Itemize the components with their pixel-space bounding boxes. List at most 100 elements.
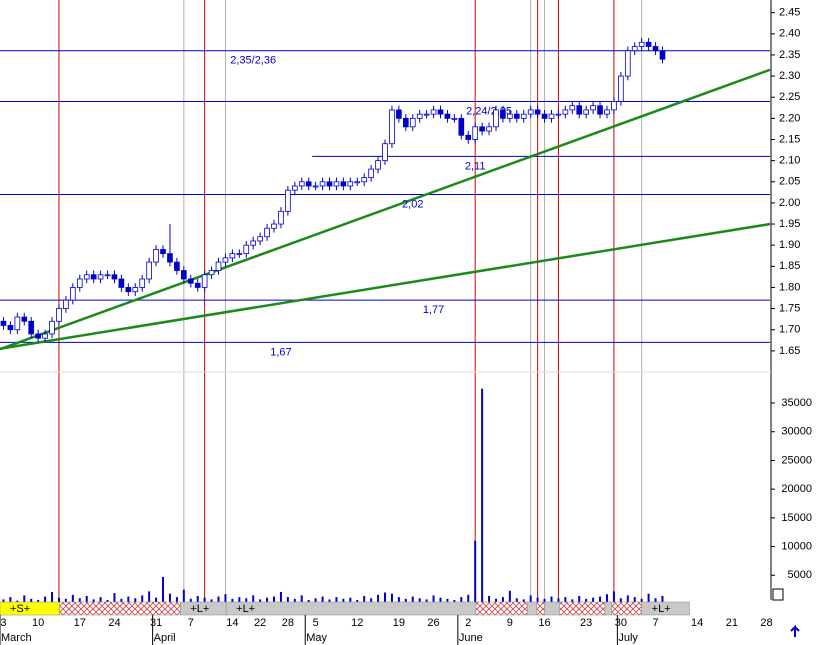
volume-bar — [536, 597, 539, 604]
candle-body — [83, 274, 90, 280]
candle-body — [402, 117, 409, 128]
x-tick-label: 26 — [427, 617, 439, 629]
volume-bar — [578, 595, 581, 604]
x-tick-label: 22 — [254, 617, 266, 629]
candle-body — [250, 240, 257, 246]
candle-body — [28, 320, 35, 335]
volume-bar — [64, 598, 67, 604]
candle-body — [507, 113, 513, 119]
volume-bar — [293, 598, 296, 604]
volume-bar — [397, 597, 400, 604]
candle-body — [111, 274, 118, 280]
y-tick-label: 1.95 — [779, 218, 800, 230]
volume-bar — [543, 598, 546, 604]
y-tick-label: 2.00 — [779, 197, 800, 209]
x-tick-label: 31 — [150, 617, 162, 629]
signal-label: +L+ — [190, 603, 209, 615]
volume-bar — [328, 599, 331, 604]
candle-body — [271, 223, 277, 229]
signal-band — [559, 601, 606, 616]
signal-band — [526, 601, 538, 616]
level-label: 1,67 — [270, 346, 291, 358]
candle-body — [319, 181, 326, 187]
volume-bar — [633, 597, 636, 604]
x-tick-label: 2 — [465, 617, 471, 629]
volume-bar — [120, 598, 123, 604]
signal-band — [604, 601, 613, 616]
signal-band — [544, 601, 561, 616]
x-tick-label: 23 — [580, 617, 592, 629]
candle-body — [257, 236, 263, 242]
y-tick-label: 2.05 — [779, 176, 800, 188]
signal-label: +L+ — [236, 603, 255, 615]
y-tick-label: 1.70 — [779, 324, 800, 336]
candle-body — [153, 249, 159, 263]
candle-body — [444, 113, 451, 119]
volume-bar — [259, 599, 262, 604]
volume-bar — [210, 599, 213, 604]
signal-band — [225, 601, 477, 616]
volume-bar — [57, 597, 60, 604]
volume-bar — [321, 596, 324, 604]
y-tick-label: 2.25 — [779, 91, 800, 103]
candle-body — [437, 109, 444, 115]
volume-bar — [342, 598, 345, 604]
candle-body — [97, 274, 104, 280]
y-tick-label: 2.10 — [779, 155, 800, 167]
candle-body — [396, 109, 402, 119]
candle-body — [14, 316, 21, 331]
volume-bar — [189, 598, 192, 604]
candle-body — [56, 308, 62, 322]
candle-body — [465, 134, 472, 140]
volume-bar — [599, 596, 602, 604]
x-tick-label: 19 — [393, 617, 405, 629]
candle-body — [139, 278, 146, 288]
volume-bar — [654, 598, 657, 604]
volume-bar — [529, 595, 532, 604]
signal-band — [641, 601, 690, 616]
candle-body — [368, 168, 374, 178]
y-tick-label: 2.45 — [779, 7, 800, 19]
volume-bar — [446, 598, 449, 604]
candle-body — [389, 109, 395, 145]
volume-bar — [9, 597, 12, 604]
y-tick-label: 2.40 — [779, 28, 800, 40]
month-label: April — [154, 632, 176, 644]
candle-body — [132, 287, 139, 293]
candle-body — [520, 113, 527, 119]
candle-body — [340, 181, 347, 187]
candle-body — [409, 117, 416, 128]
candle-body — [291, 185, 298, 191]
volume-bar — [78, 598, 81, 604]
volume-bar — [224, 594, 227, 604]
candle-body — [174, 261, 180, 271]
y-tick-label: 1.90 — [779, 239, 800, 251]
volume-tick-label: 5000 — [788, 569, 812, 581]
trend-line — [0, 222, 771, 350]
candle-body — [49, 320, 55, 335]
volume-bar — [557, 598, 560, 604]
candle-body — [194, 282, 201, 288]
volume-bar — [99, 597, 102, 604]
volume-bar — [314, 598, 317, 604]
candle-body — [264, 227, 270, 238]
volume-bar — [196, 595, 199, 604]
scroll-arrow[interactable] — [790, 624, 800, 637]
volume-tick-label: 10000 — [781, 540, 812, 552]
volume-bar — [231, 598, 234, 604]
volume-bar — [605, 594, 608, 604]
volume-bar — [286, 597, 289, 604]
signal-band — [59, 601, 181, 616]
candle-body — [604, 109, 610, 115]
candle-body — [548, 113, 555, 119]
candle-body — [631, 46, 638, 52]
candle-body — [208, 270, 215, 276]
candle-body — [298, 181, 305, 187]
candle-body — [333, 181, 340, 187]
volume-tick-label: 25000 — [781, 454, 812, 466]
candle-body — [21, 316, 28, 322]
x-tick-label: 7 — [188, 617, 194, 629]
volume-bar — [418, 598, 421, 604]
volume-bar — [127, 596, 130, 604]
